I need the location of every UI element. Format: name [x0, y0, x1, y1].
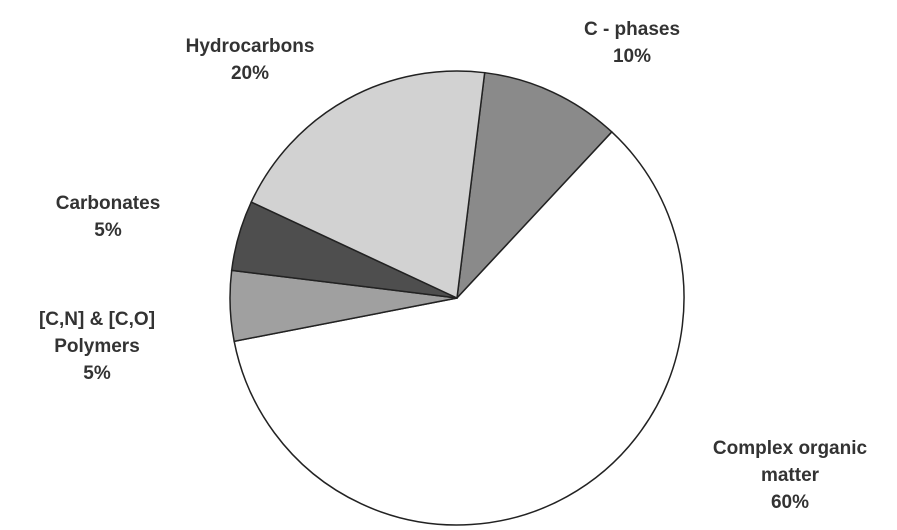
category-label: Complex organic matter — [712, 438, 868, 486]
category-label: C - phases — [583, 19, 681, 40]
value-label: 10% — [612, 46, 652, 67]
slice-label: [C,N] & [C,O] Polymers 5% — [12, 306, 182, 387]
pie-slice — [233, 130, 685, 526]
slice-label: Hydrocarbons 20% — [150, 33, 350, 87]
slice-label: Carbonates 5% — [23, 190, 193, 244]
category-label: [C,N] & [C,O] Polymers — [38, 309, 156, 357]
value-label: 5% — [83, 363, 111, 384]
value-label: 60% — [770, 492, 810, 513]
pie-slice — [250, 70, 486, 300]
pie-slice — [455, 71, 613, 301]
category-label: Carbonates — [55, 193, 161, 214]
value-label: 20% — [230, 63, 270, 84]
value-label: 5% — [94, 220, 122, 241]
slice-label: Complex organic matter 60% — [695, 435, 885, 516]
slice-label: C - phases 10% — [532, 16, 732, 70]
category-label: Hydrocarbons — [185, 36, 315, 57]
